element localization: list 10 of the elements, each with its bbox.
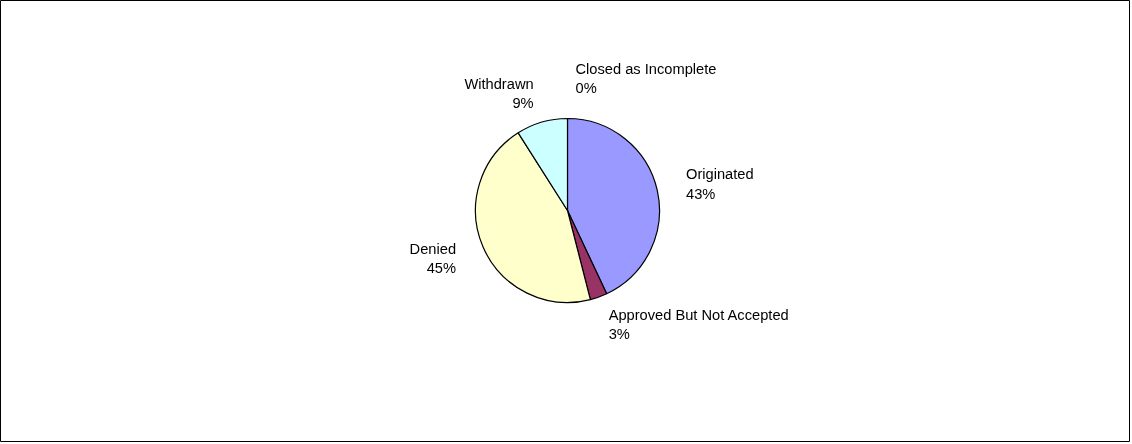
slice-label: Denied [409, 241, 457, 258]
slice-label: Originated [686, 166, 754, 183]
slice-label: Approved But Not Accepted [608, 307, 789, 324]
data-label: 43% [686, 185, 716, 202]
slice-label: Withdrawn [464, 76, 534, 93]
category-label: Closed as Incomplete [575, 60, 717, 77]
data-label: 9% [512, 95, 534, 112]
data-label: 3% [608, 326, 630, 343]
text: 0% [575, 80, 597, 97]
data-label: 45% [426, 260, 457, 277]
